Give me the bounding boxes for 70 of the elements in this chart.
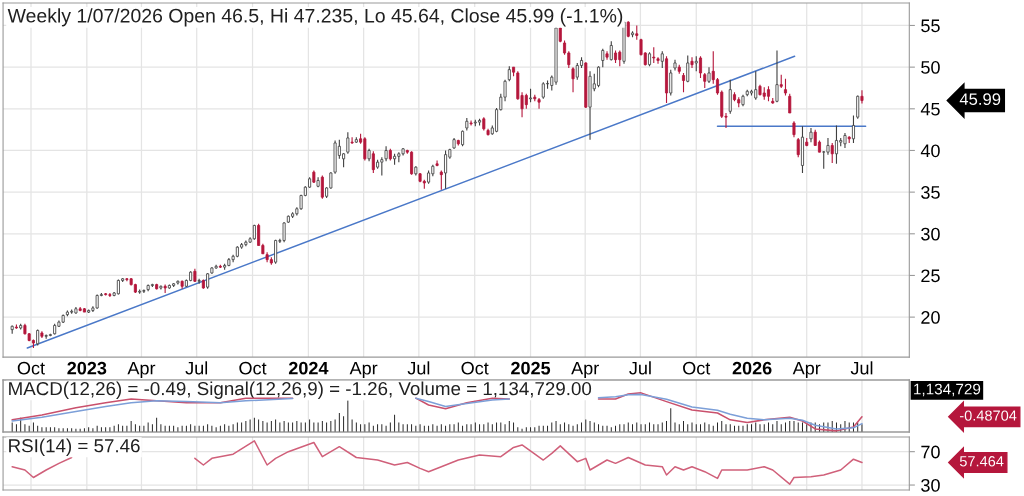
x-tick-label: 2025 <box>511 361 551 375</box>
candlestick <box>597 65 601 88</box>
candlestick <box>749 89 754 97</box>
candlestick <box>830 142 834 164</box>
x-tick-label: 2024 <box>288 361 329 375</box>
text: 45.99 <box>959 93 1001 106</box>
x-tick-label: Jul <box>185 361 208 375</box>
y-tick-label: 40 <box>920 144 940 158</box>
candlestick <box>435 159 439 167</box>
candlestick <box>856 94 860 120</box>
candlestick <box>682 72 686 93</box>
candlestick <box>571 66 575 93</box>
text: 57.464 <box>959 456 1004 467</box>
y-tick-label: 45 <box>920 102 940 116</box>
x-tick-label: Jul <box>850 361 873 375</box>
candlestick <box>439 169 443 191</box>
x-tick-label: Oct <box>683 361 711 375</box>
candlestick <box>690 56 694 69</box>
text: 1,134,729 <box>914 383 981 397</box>
candlestick <box>537 97 541 110</box>
y-tick-label: 30 <box>921 478 940 492</box>
y-tick-label: 35 <box>921 186 940 199</box>
chart-title: Weekly 1/07/2026 Open 46.5, Hi 47.235, Lo 45.64, Close 45.99 (-1.1%) <box>7 8 623 27</box>
candlestick <box>698 55 703 79</box>
y-tick-label: 55 <box>921 19 940 33</box>
candlestick <box>197 278 201 285</box>
x-tick-label: Oct <box>461 361 489 375</box>
candlestick <box>656 56 660 65</box>
candlestick <box>796 137 800 158</box>
candlestick <box>775 49 779 103</box>
y-tick-label: 50 <box>921 61 940 74</box>
candlestick <box>686 54 690 83</box>
candlestick <box>766 85 770 102</box>
y-tick-label: 20 <box>921 311 940 324</box>
candlestick <box>851 114 855 144</box>
x-tick-label: Apr <box>571 361 599 379</box>
chart-title: MACD(12,26) = -0.49, Signal(12,26,9) = -1.26, Volume = 1,134,729.00 <box>9 381 592 399</box>
text: -0.48704 <box>959 410 1017 421</box>
candlestick <box>350 136 354 145</box>
x-tick-label: Jul <box>407 361 430 375</box>
y-tick-label: 30 <box>921 227 940 241</box>
y-tick-label: 25 <box>921 269 940 283</box>
candlestick <box>469 119 473 127</box>
candlestick <box>826 137 830 156</box>
x-tick-label: Oct <box>239 361 267 375</box>
x-tick-label: Apr <box>349 361 378 379</box>
candlestick <box>444 149 448 190</box>
candlestick <box>371 150 375 174</box>
x-tick-label: Apr <box>127 361 156 379</box>
x-tick-label: Jul <box>629 361 651 375</box>
candlestick <box>410 150 414 176</box>
candlestick <box>601 48 605 68</box>
x-tick-label: 2026 <box>732 361 772 375</box>
candlestick <box>163 284 167 294</box>
candlestick <box>732 91 737 102</box>
candlestick <box>860 89 864 105</box>
candlestick <box>728 79 732 115</box>
x-tick-label: Oct <box>17 361 45 375</box>
candlestick <box>754 70 758 101</box>
x-tick-label: 2023 <box>67 361 107 375</box>
candlestick <box>274 239 278 265</box>
y-tick-label: 70 <box>921 445 940 459</box>
candlestick <box>834 124 838 165</box>
candlestick <box>320 174 324 200</box>
candlestick <box>363 136 367 162</box>
candlestick <box>669 69 673 97</box>
candlestick <box>788 93 792 114</box>
candlestick <box>346 131 350 155</box>
x-tick-label: Apr <box>792 361 821 379</box>
chart-title: RSI(14) = 57.46 <box>9 438 140 457</box>
